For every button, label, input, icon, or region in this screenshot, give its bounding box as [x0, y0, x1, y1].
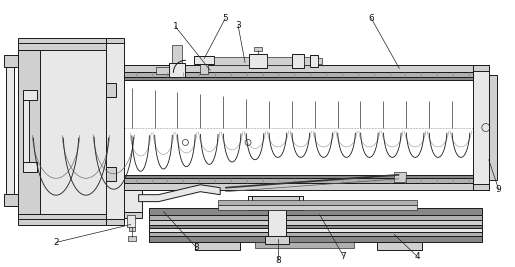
Text: 5: 5 [222, 14, 228, 23]
Bar [255, 203, 295, 208]
Bar [124, 178, 473, 183]
Bar [173, 45, 182, 73]
Text: 6: 6 [369, 14, 374, 23]
Bar [200, 62, 208, 74]
Bar [18, 214, 106, 222]
Bar [473, 184, 489, 190]
Text: 1: 1 [173, 22, 178, 31]
Bar [148, 225, 482, 227]
Bar [106, 167, 116, 181]
Text: 7: 7 [341, 252, 347, 261]
Bar [148, 215, 482, 219]
Bar [318, 58, 322, 64]
Bar [473, 65, 489, 71]
Bar [124, 183, 473, 190]
Bar [23, 162, 37, 172]
Bar [394, 172, 406, 182]
Bar [124, 77, 473, 80]
Bar [304, 57, 310, 65]
Bar [124, 175, 473, 178]
Bar [6, 58, 14, 206]
Text: 3: 3 [235, 21, 241, 30]
Bar [148, 208, 482, 215]
Bar [268, 210, 286, 239]
Polygon shape [139, 185, 220, 202]
Bar [252, 196, 299, 203]
Bar [106, 219, 124, 225]
Bar [310, 56, 318, 67]
Bar [218, 200, 417, 205]
Text: 2: 2 [53, 238, 59, 247]
Bar [148, 233, 482, 237]
Bar [214, 57, 249, 65]
Bar [18, 42, 106, 222]
Bar [195, 242, 240, 250]
Bar [148, 237, 482, 242]
Bar [473, 65, 489, 190]
Bar [248, 196, 303, 210]
Bar [194, 56, 214, 64]
Bar [249, 54, 267, 68]
Bar [124, 72, 473, 77]
Bar [254, 48, 262, 52]
Bar [124, 65, 473, 72]
Text: 8: 8 [275, 256, 281, 265]
Bar [106, 83, 116, 97]
Bar [4, 56, 18, 67]
Bar [148, 219, 482, 225]
Bar [377, 242, 422, 250]
Text: 4: 4 [415, 252, 420, 261]
Bar [4, 194, 18, 206]
Bar [106, 42, 124, 222]
Bar [218, 205, 417, 210]
Bar [169, 63, 185, 77]
Text: 9: 9 [496, 185, 502, 194]
Bar [18, 37, 106, 44]
Bar [18, 219, 106, 225]
Bar [156, 67, 174, 74]
Bar [292, 54, 304, 68]
Bar [129, 226, 134, 231]
Bar [18, 42, 106, 50]
Bar [489, 75, 497, 180]
Bar [124, 190, 142, 211]
Text: 3: 3 [194, 243, 199, 252]
Bar [106, 37, 124, 44]
Bar [148, 227, 482, 233]
Bar [267, 57, 292, 65]
Bar [265, 237, 289, 244]
Bar [18, 50, 40, 214]
Bar [124, 211, 142, 218]
Bar [255, 242, 354, 248]
Bar [23, 90, 37, 100]
Bar [127, 215, 134, 226]
Bar [128, 237, 135, 241]
Bar [23, 100, 29, 162]
